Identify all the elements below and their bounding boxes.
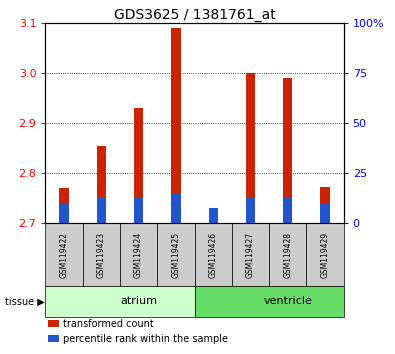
Text: GSM119423: GSM119423 [97, 232, 106, 278]
Bar [60, 188, 69, 223]
Text: GSM119429: GSM119429 [320, 232, 329, 278]
Bar [320, 204, 329, 223]
Bar [283, 198, 292, 223]
Text: ventricle: ventricle [263, 296, 312, 307]
Text: GSM119424: GSM119424 [134, 232, 143, 278]
Text: tissue ▶: tissue ▶ [5, 296, 45, 307]
Bar [120, 223, 157, 286]
Bar [49, 336, 59, 342]
Bar [171, 28, 181, 223]
Bar [307, 223, 344, 286]
Text: GSM119428: GSM119428 [283, 232, 292, 278]
Bar [209, 209, 218, 223]
Bar [232, 223, 269, 286]
Bar [269, 223, 307, 286]
Bar [194, 286, 344, 317]
Text: GSM119425: GSM119425 [171, 232, 181, 278]
Bar [171, 193, 181, 223]
Bar [83, 223, 120, 286]
Bar [45, 286, 194, 317]
Text: GSM119422: GSM119422 [60, 232, 69, 278]
Text: transformed count: transformed count [63, 319, 154, 329]
Bar [246, 198, 255, 223]
Bar [283, 78, 292, 223]
Bar [209, 209, 218, 223]
Bar [194, 223, 232, 286]
Bar [134, 198, 143, 223]
Bar [320, 187, 329, 223]
Bar [49, 320, 59, 327]
Text: GSM119426: GSM119426 [209, 232, 218, 278]
Text: GSM119427: GSM119427 [246, 232, 255, 278]
Bar [97, 146, 106, 223]
Bar [45, 223, 83, 286]
Bar [246, 73, 255, 223]
Bar [97, 199, 106, 223]
Bar [157, 223, 194, 286]
Title: GDS3625 / 1381761_at: GDS3625 / 1381761_at [114, 8, 275, 22]
Text: percentile rank within the sample: percentile rank within the sample [63, 334, 228, 344]
Text: atrium: atrium [120, 296, 157, 307]
Bar [134, 108, 143, 223]
Bar [60, 204, 69, 223]
